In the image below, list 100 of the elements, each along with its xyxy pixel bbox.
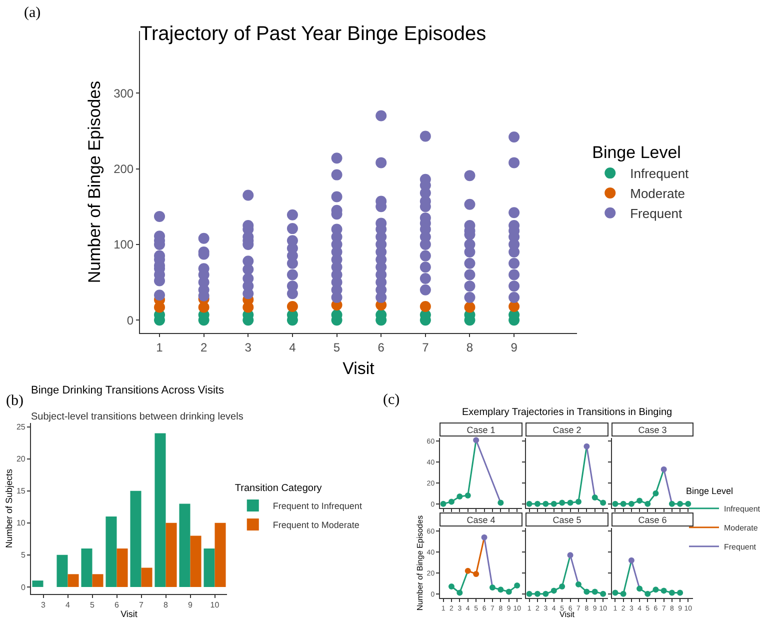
point (526, 500, 532, 507)
x-tick-label: 5 (90, 600, 96, 610)
point (464, 302, 476, 313)
bar (68, 574, 79, 587)
x-axis-title: Visit (560, 610, 576, 619)
x-tick-label: 9 (188, 600, 194, 610)
legend-label: Moderate (630, 186, 686, 202)
text: (c) (383, 392, 400, 408)
point (652, 586, 659, 593)
point (498, 500, 504, 506)
point (567, 500, 574, 506)
x-tick-label: 8 (466, 340, 474, 354)
bar (106, 516, 117, 587)
point (567, 552, 574, 558)
point (660, 588, 667, 594)
text: (a) (24, 5, 41, 21)
point (464, 492, 471, 498)
point (448, 498, 454, 505)
legend-label: Infrequent (630, 166, 690, 182)
legend-label: Frequent (724, 542, 757, 552)
point (612, 590, 618, 596)
point (628, 500, 634, 507)
point (660, 466, 667, 472)
bar (130, 490, 142, 587)
legend-label: Moderate (724, 524, 758, 533)
legend-label: Infrequent (724, 504, 760, 514)
point (644, 590, 651, 597)
legend-label: Frequent (630, 206, 683, 221)
chart-title: Case 2 (552, 425, 582, 436)
point (498, 586, 504, 593)
point (550, 588, 557, 594)
bar (204, 548, 215, 587)
point (592, 588, 598, 595)
point (620, 590, 626, 597)
x-tick-label: 6 (378, 340, 385, 354)
point (508, 301, 520, 312)
bar (179, 504, 190, 587)
y-tick-label: 0 (20, 582, 26, 592)
y-axis-title: Number of Binge Episodes (85, 80, 104, 284)
point (575, 581, 582, 588)
point (456, 494, 463, 500)
x-tick-label: 6 (114, 600, 120, 610)
y-tick-label: 300 (114, 86, 134, 100)
point (636, 586, 643, 592)
bar (56, 554, 68, 587)
point (550, 500, 557, 507)
point (464, 568, 471, 574)
legend-label: Frequent to Infrequent (272, 501, 362, 512)
point (677, 590, 684, 596)
legend-title: Binge Level (592, 143, 681, 162)
text: (b) (6, 393, 24, 409)
legend-title: Transition Category (234, 483, 322, 494)
y-tick-label: 15 (16, 486, 26, 496)
x-tick-label: 3 (41, 600, 46, 610)
point (620, 500, 626, 507)
point (584, 443, 590, 450)
point (559, 584, 566, 590)
bar (92, 574, 104, 587)
point (600, 500, 606, 506)
point (198, 302, 210, 313)
point (526, 590, 532, 597)
point (473, 570, 480, 577)
point (668, 590, 675, 596)
y-tick-label: 100 (114, 238, 134, 252)
bar (116, 548, 128, 587)
chart-title: Case 1 (466, 425, 496, 436)
x-tick-label: 4 (66, 600, 71, 610)
point (420, 301, 431, 312)
bar (214, 522, 226, 587)
bar (154, 433, 166, 587)
point (592, 494, 598, 501)
point (440, 500, 446, 507)
point (489, 584, 496, 591)
x-tick-label: 8 (164, 600, 169, 610)
legend-label: Frequent to Moderate (272, 520, 360, 530)
y-tick-label: 10 (16, 518, 26, 528)
point (473, 437, 480, 444)
x-tick-label: 4 (289, 340, 296, 354)
chart-subtitle: Subject-level transitions between drinking levels (31, 412, 244, 423)
bar (166, 522, 177, 587)
point (559, 500, 566, 506)
y-tick-label: 200 (114, 162, 134, 176)
point (456, 590, 463, 596)
point (506, 588, 512, 595)
legend-title: Binge Level (686, 486, 734, 496)
x-tick-label: 7 (422, 340, 430, 354)
x-tick-label: 5 (333, 340, 340, 354)
point (652, 490, 659, 496)
y-tick-label: 0 (126, 313, 134, 328)
y-tick-label: 20 (16, 454, 26, 464)
bar (32, 580, 44, 587)
point (677, 500, 684, 507)
chart-title: Trajectory of Past Year Binge Episodes (140, 23, 486, 45)
point (644, 500, 651, 507)
point (668, 500, 675, 507)
point (600, 590, 606, 597)
x-tick-label: 1 (156, 340, 164, 354)
bar (81, 548, 92, 587)
text: Exemplary Trajectories in Transitions in Binging (462, 407, 672, 418)
x-tick-label: 3 (244, 340, 252, 354)
